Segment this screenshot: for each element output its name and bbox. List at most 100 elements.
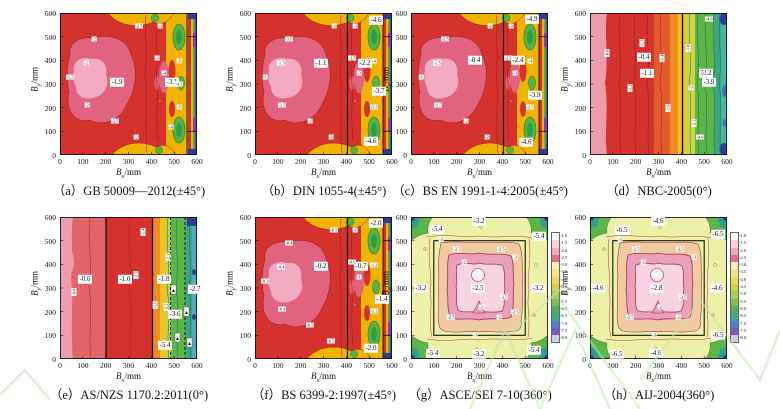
y-tick-label: 400 [44,56,56,66]
contour-label-minor: -4.9 [704,16,714,22]
contour-label-minor: -0.5 [326,338,336,344]
y-tick-label: 400 [395,56,407,66]
y-tick-label: 400 [239,260,251,270]
contour-label-minor: -2.5 [347,55,357,61]
y-tick-label: 100 [239,331,251,341]
colorbar-cell [552,284,559,292]
y-tick-label: 600 [574,9,586,18]
x-tick-label: 200 [295,361,307,370]
y-tick-label: 600 [395,9,407,18]
contour-plot: -0.6 -1.0 -1.8 -2.7 -3.6 -5.4 -1.4 -1.2 -1.6 -2.2… [60,217,203,359]
contour-label-minor: -1.5 [277,102,287,108]
contour-label-minor: -4 [161,70,167,76]
colorbar-cell [552,291,559,299]
contour-label-minor: -2.5 [496,246,506,252]
y-tick-label: 200 [239,307,251,317]
contour-label: -2.0 [363,343,379,353]
contour-label-minor: -1.5 [440,36,450,42]
colorbar-tick: -3.0 [560,262,568,268]
contour-label: -4.6 [709,283,725,293]
contour-plot: -1.9 -3.1 -2 -2.5 -2 -1.5 -2 -2.5 -2 -3 -4 -5 -4.5 -5… [60,13,197,155]
x-tick-label: 100 [607,157,619,166]
contour-label-minor: -2 [328,134,334,140]
contour-label: -1.1 [639,68,655,78]
contour-label: -6.5 [710,229,726,239]
y-axis-ticks: 0 100 200 300 400 500 600 [32,9,58,160]
y-tick-label: 100 [239,127,251,137]
x-tick-label: 500 [698,361,710,370]
contour-label-minor: -0.4 [284,240,294,246]
contour-label: -3.6 [167,309,183,319]
y-tick-label: 100 [395,127,407,137]
contour-label: -0.4 [467,55,483,65]
x-tick-label: 600 [191,157,203,166]
contour-label-minor: -0.8 [71,287,77,297]
colorbar-cell [552,233,559,241]
contour-label: -3.9 [527,90,543,100]
contour-label-minor: -1.8 [685,43,691,53]
contour-label-minor: -2 [84,102,90,108]
contour-label-minor: -0.4 [277,306,287,312]
contour-label-minor: -2.2 [691,118,697,128]
contour-label: -2.0 [368,218,384,228]
contour-label-minor: -2 [307,118,313,124]
colorbar-tick: -1.0 [560,233,568,238]
colorbar-tick: -4.0 [560,276,568,282]
x-tick-label: 200 [630,361,642,370]
y-tick-label: 300 [574,80,586,89]
subplot-caption: （f）BS 6399-2:1997(±45°) [251,388,397,402]
colorbar-tick: -2.5 [739,254,747,260]
x-tick-label: 300 [122,361,135,370]
colorbar-cell [731,254,738,263]
contour-plot: -5.4 -3.2 -5.4 -3.2 -2.5 -3.2 -3.2 -5.4 -5.4 -3 -2… [411,216,548,359]
contour-label-minor: -2 [484,134,490,140]
contour-label-minor: -2 [463,118,469,124]
colorbar-tick: -2.0 [560,247,568,253]
x-tick-label: 600 [386,157,398,166]
contour-label-minor: -0.4 [276,264,286,270]
subplot-caption: （e）AS/NZS 1170.2:2011(0°) [49,388,209,402]
y-tick-label: 100 [574,331,586,341]
contour-label: -5.4 [531,231,547,241]
x-tick-label: 400 [496,361,508,370]
contour-label-minor: -2.5 [452,246,462,252]
x-tick-label: 300 [473,361,486,370]
contour-label-minor: -3 [472,332,478,338]
y-tick-label: 600 [44,9,56,18]
subplot-caption: （b）DIN 1055-4(±45°) [261,184,387,198]
x-tick-label: 100 [607,361,619,370]
colorbar-cell [731,320,738,328]
contour-label-minor: -2 [133,134,139,140]
subplot-e: By/mm 0 100 200 300 400 500 600 -0.6 -1.0 -1.8 -2… [26,213,232,409]
contour-label-minor: -5 [176,58,182,64]
colorbar-tick: -1.5 [739,240,747,246]
contour-label-minor: -3 [438,236,444,242]
x-tick-label: 600 [721,361,733,370]
y-axis-ticks: 0 100 200 300 400 500 600 [383,9,409,160]
x-tick-label: 100 [272,361,284,370]
contour-label-minor: -2.5 [510,309,520,315]
colorbar-cell [552,254,559,263]
y-tick-label: 200 [239,103,251,113]
contour-label: -6.5 [609,349,625,359]
contour-label-minor: -2 [83,60,89,66]
colorbar-tick: -6.5 [739,313,747,319]
contour-label-minor: -2 [688,85,694,91]
contour-label-minor: -5 [176,104,182,110]
contour-label: -4.6 [648,348,664,358]
x-tick-label: 400 [675,157,687,166]
y-tick-label: 100 [44,331,56,341]
contour-label: -4.6 [518,137,534,147]
subplot-g: By/mm 0 100 200 300 400 500 600 -5.4 -3.2 -5.4 -3… [377,213,583,409]
contour-label-minor: -0.6 [347,259,357,265]
x-tick-label: 0 [58,361,62,370]
x-tick-label: 200 [100,361,112,370]
x-tick-label: 500 [698,157,710,166]
colorbar-tick: -7.0 [560,320,568,326]
contour-label-minor: -2 [91,36,97,42]
y-axis-ticks: 0 100 200 300 400 500 600 [227,213,253,364]
contour-plot: -6.5 -4.6 -6.5 -4.6 -2.8 -4.6 -6.5 -4.6 -6.5 -3 -2… [590,216,727,359]
contour-label: -3.2 [530,283,546,293]
x-tick-label: 500 [363,157,375,166]
contour-label-minor: -2 [487,23,493,29]
